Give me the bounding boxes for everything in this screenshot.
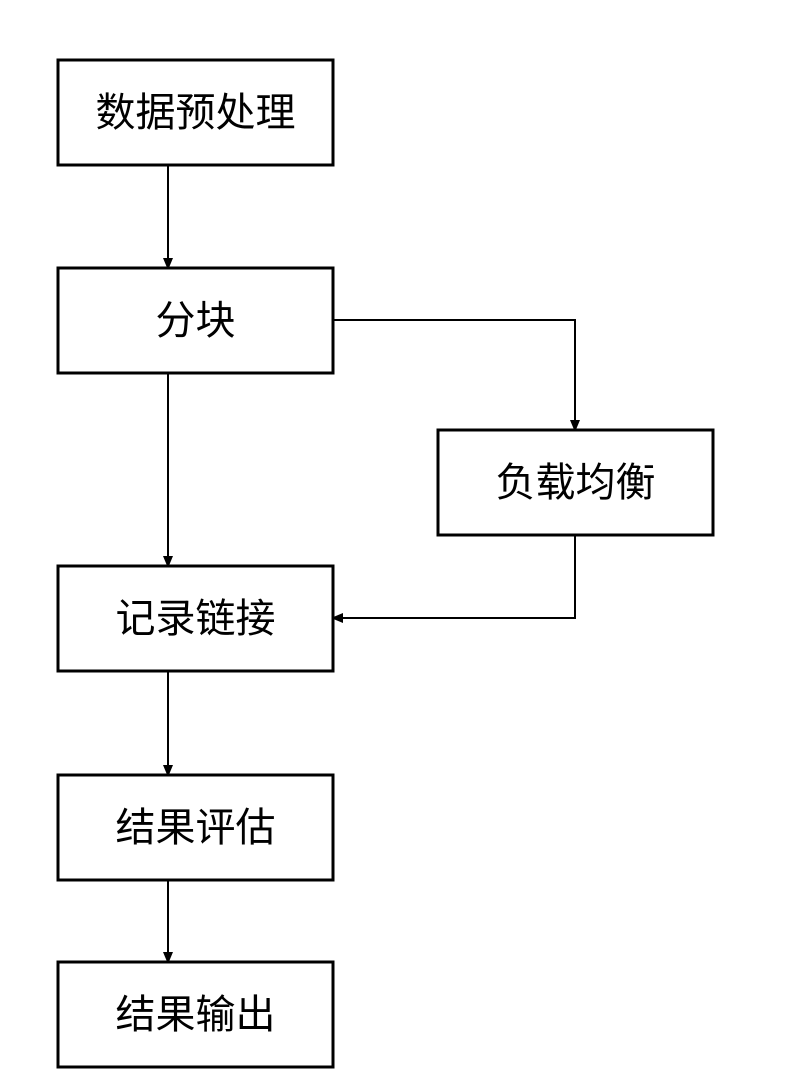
node-label: 结果输出 <box>116 992 276 1037</box>
flowchart: 数据预处理分块负载均衡记录链接结果评估结果输出 <box>0 0 792 1081</box>
node-label: 结果评估 <box>116 805 276 850</box>
node-label: 分块 <box>156 298 236 343</box>
node-n2: 分块 <box>58 268 333 373</box>
node-label: 数据预处理 <box>96 90 296 135</box>
node-n1: 数据预处理 <box>58 60 333 165</box>
node-n4: 记录链接 <box>58 566 333 671</box>
node-label: 负载均衡 <box>496 460 656 505</box>
edge-n3-n4 <box>333 535 575 618</box>
node-n3: 负载均衡 <box>438 430 713 535</box>
edge-n2-n3 <box>333 320 575 430</box>
node-n6: 结果输出 <box>58 962 333 1067</box>
node-label: 记录链接 <box>116 596 276 641</box>
node-n5: 结果评估 <box>58 775 333 880</box>
